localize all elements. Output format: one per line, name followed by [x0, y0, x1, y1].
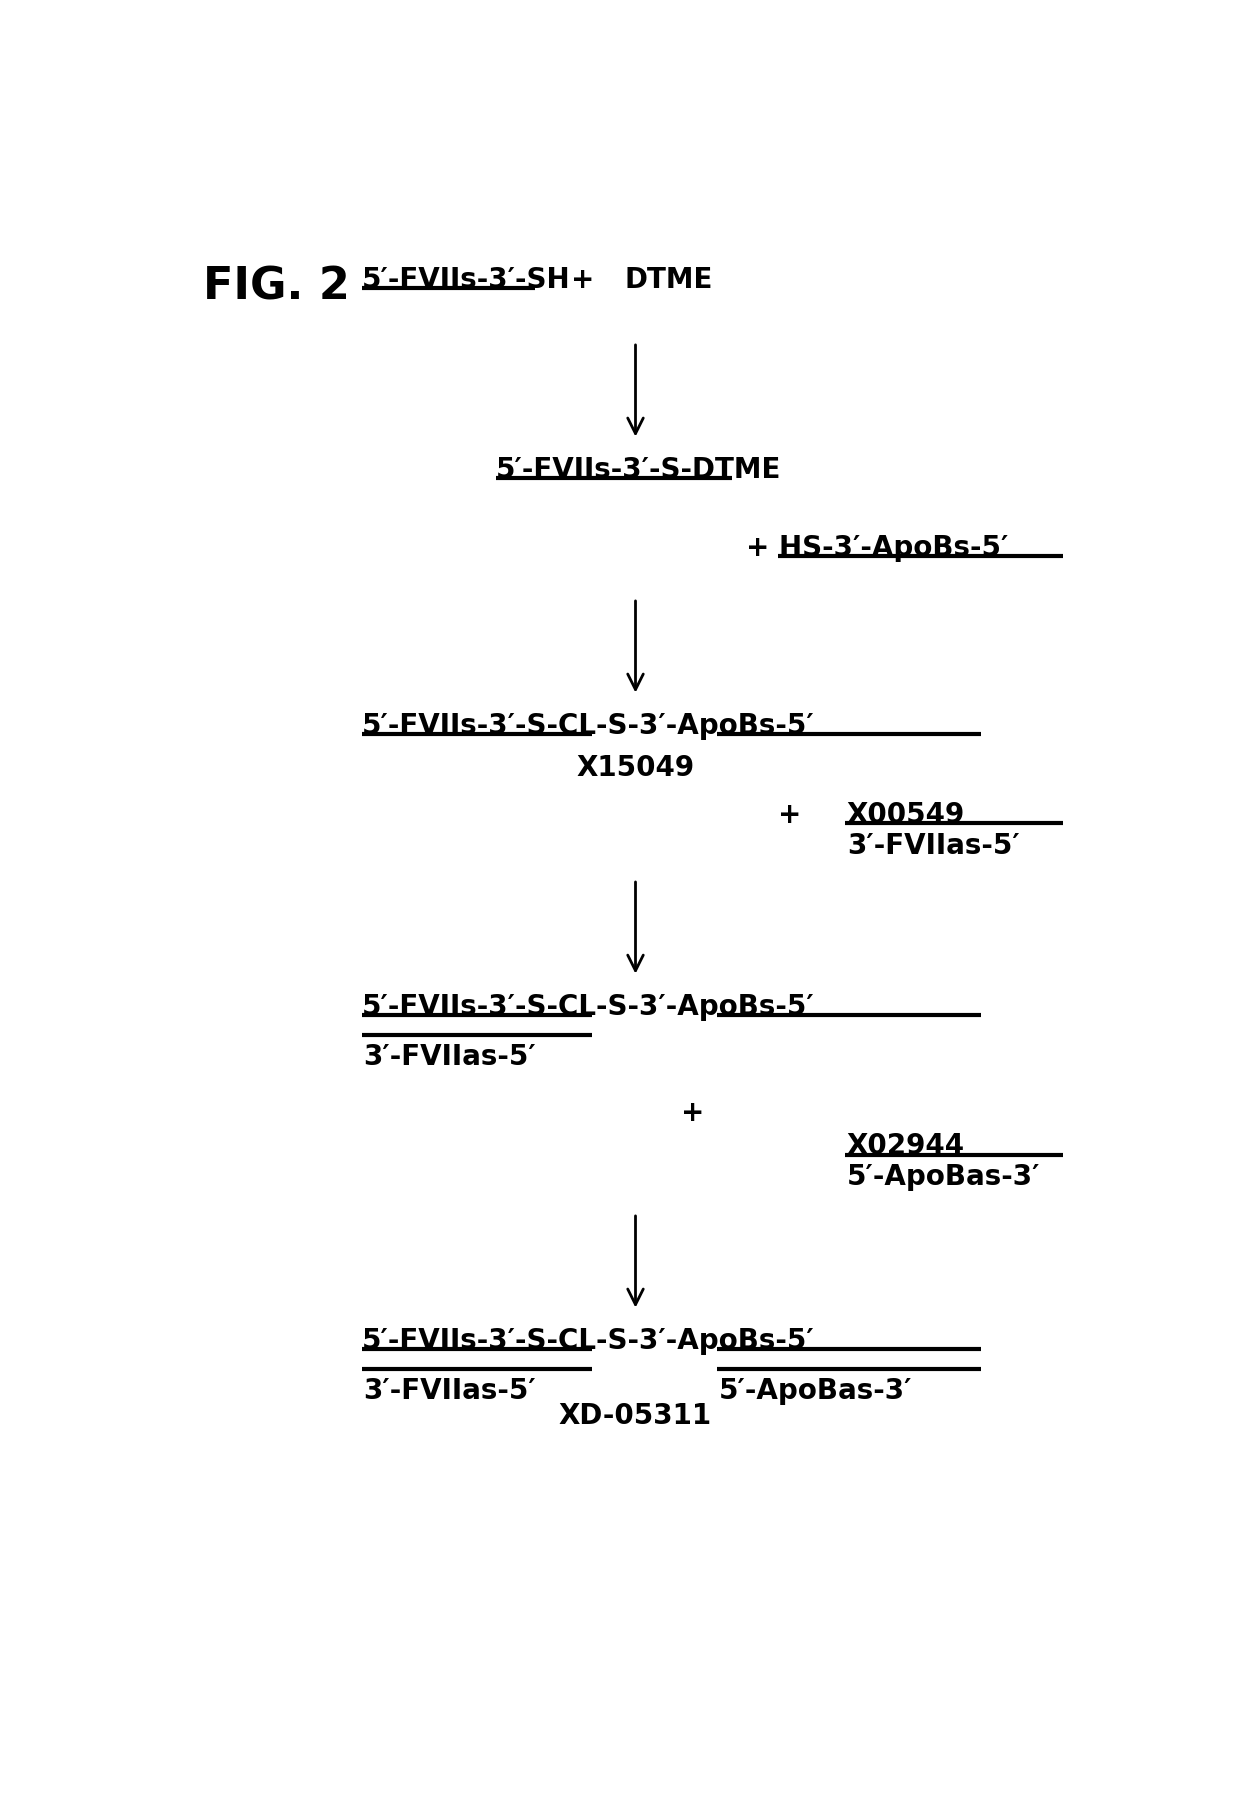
Text: X02944: X02944 [847, 1133, 965, 1160]
Text: 5′-FVIIs-3′-S-CL-S-3′-ApoBs-5′: 5′-FVIIs-3′-S-CL-S-3′-ApoBs-5′ [362, 994, 815, 1021]
Text: 5′-ApoBas-3′: 5′-ApoBas-3′ [847, 1164, 1040, 1191]
Text: +: + [570, 266, 594, 293]
Text: 5′-FVIIs-3′-SH: 5′-FVIIs-3′-SH [362, 266, 570, 293]
Text: FIG. 2: FIG. 2 [203, 266, 350, 309]
Text: X00549: X00549 [847, 801, 965, 829]
Text: 5′-FVIIs-3′-S-DTME: 5′-FVIIs-3′-S-DTME [496, 455, 781, 484]
Text: DTME: DTME [625, 266, 713, 293]
Text: X15049: X15049 [577, 754, 694, 782]
Text: XD-05311: XD-05311 [559, 1402, 712, 1431]
Text: 5′-FVIIs-3′-S-CL-S-3′-ApoBs-5′: 5′-FVIIs-3′-S-CL-S-3′-ApoBs-5′ [362, 1326, 815, 1355]
Text: 5′-ApoBas-3′: 5′-ApoBas-3′ [719, 1377, 913, 1406]
Text: 3′-FVIIas‑5′: 3′-FVIIas‑5′ [363, 1377, 536, 1406]
Text: + HS-3′-ApoBs-5′: + HS-3′-ApoBs-5′ [746, 535, 1008, 562]
Text: 3′-FVIIas‑5′: 3′-FVIIas‑5′ [847, 831, 1019, 860]
Text: 3′-FVIIas‑5′: 3′-FVIIas‑5′ [363, 1043, 536, 1072]
Text: 5′-FVIIs-3′-S-CL-S-3′-ApoBs-5′: 5′-FVIIs-3′-S-CL-S-3′-ApoBs-5′ [362, 712, 815, 741]
Text: +: + [777, 801, 801, 829]
Text: +: + [682, 1099, 704, 1128]
